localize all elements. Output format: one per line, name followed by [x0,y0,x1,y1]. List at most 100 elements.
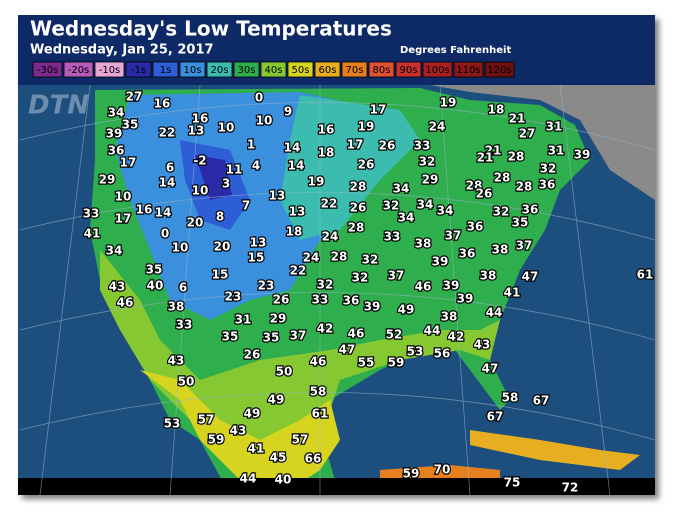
legend-label: 100s [425,65,449,76]
temperature: 43 [168,354,185,368]
temperature: 35 [122,118,139,132]
temperature: 32 [383,199,400,213]
temperature: 31 [548,144,565,158]
temperature: 53 [407,345,424,359]
temperature: 32 [540,162,557,176]
legend-swatch [206,61,233,78]
temperature: 61 [312,407,329,421]
temperature: 29 [99,173,116,187]
temperature: 28 [348,221,365,235]
temperature: 67 [487,410,504,424]
temperature: 39 [443,279,460,293]
temperature: 38 [492,243,509,257]
watermark: DTN [28,91,89,121]
temperature: 28 [516,180,533,194]
temperature: 44 [486,306,503,320]
temperature: 36 [108,144,125,158]
legend-label: -20s [68,65,90,76]
temperature: 33 [83,207,100,221]
temperature: 59 [403,467,420,481]
temperature: 19 [308,175,325,189]
temperature: 28 [331,250,348,264]
legend-swatch [287,61,314,78]
legend-label: 50s [292,65,310,76]
map: DTN [18,85,655,495]
temperature: 32 [362,253,379,267]
legend-swatch [368,61,395,78]
legend-swatch [125,61,152,78]
temperature: 47 [522,270,539,284]
temperature: 34 [417,198,434,212]
temperature: 22 [159,126,176,140]
temperature: 46 [310,355,327,369]
temperature: -2 [193,154,206,168]
temperature: 22 [321,197,338,211]
temperature: 33 [414,139,431,153]
temperature: 28 [494,171,511,185]
temperature: 32 [317,278,334,292]
temperature: 10 [256,114,273,128]
temperature: 7 [242,199,250,213]
temperature: 26 [358,158,375,172]
temperature: 34 [106,244,123,258]
temperature: 44 [240,472,257,486]
legend-label: 90s [400,65,418,76]
temperature: 28 [466,179,483,193]
temperature: 13 [250,236,267,250]
temperature: 6 [179,281,187,295]
temperature: 15 [212,268,229,282]
temperature: 17 [115,212,132,226]
temperature: 14 [155,206,172,220]
temperature: 38 [168,300,185,314]
temperature: 46 [348,327,365,341]
legend-swatch [314,61,341,78]
temperature: 21 [485,144,502,158]
temperature: 10 [172,241,189,255]
temperature: 40 [275,473,292,487]
legend-label: -30s [37,65,59,76]
temperature: 55 [358,356,375,370]
temperature: 53 [164,417,181,431]
temperature: 70 [434,463,451,477]
temperature: 35 [146,263,163,277]
legend-swatch [484,61,515,78]
temperature: 57 [292,433,309,447]
temperature: 14 [284,141,301,155]
legend-swatch [260,61,287,78]
temperature: 31 [235,313,252,327]
temperature: 31 [546,120,563,134]
legend-swatch [63,61,94,78]
temperature: 23 [258,279,275,293]
temperature: 32 [352,271,369,285]
temperature: 37 [388,269,405,283]
temperature: 3 [222,177,230,191]
temperature: 66 [305,452,322,466]
temperature: 49 [398,303,415,317]
temperature: 10 [192,184,209,198]
temperature: 36 [343,294,360,308]
temperature: 24 [322,230,339,244]
temperature: 13 [269,189,286,203]
legend-label: 10s [184,65,202,76]
temperature: 13 [188,124,205,138]
legend-swatch [233,61,260,78]
temperature: 33 [384,230,401,244]
temperature: 29 [422,173,439,187]
temperature: 41 [504,286,521,300]
temperature: 9 [284,105,292,119]
temperature: 50 [178,375,195,389]
temperature: 58 [310,385,327,399]
temperature: 38 [480,269,497,283]
temperature: 10 [218,121,235,135]
temperature: 26 [273,293,290,307]
temperature: 18 [286,225,303,239]
temperature: 39 [457,292,474,306]
temperature: 35 [512,216,529,230]
temperature: 59 [388,356,405,370]
temperature: 27 [519,127,536,141]
temperature: 32 [419,155,436,169]
temperature: 11 [226,163,243,177]
temperature: 46 [415,280,432,294]
temperature: 37 [290,329,307,343]
temperature: 52 [386,328,403,342]
